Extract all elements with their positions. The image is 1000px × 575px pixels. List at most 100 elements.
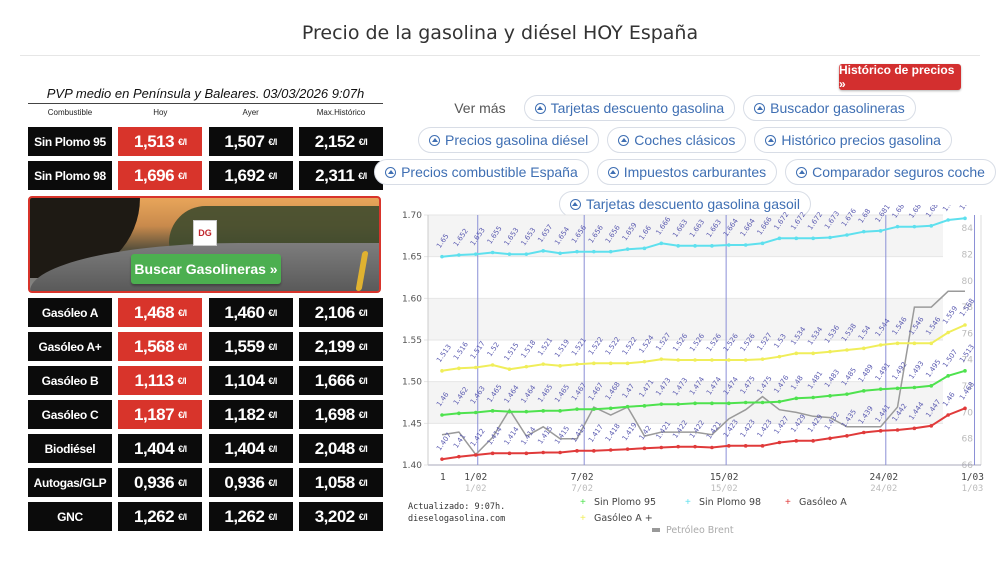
related-link-label: Comparador seguros coche xyxy=(812,164,985,180)
y2-axis-tick-label: 80 xyxy=(962,277,974,287)
arrow-circle-icon xyxy=(534,102,546,114)
fuel-name: Gasóleo A xyxy=(28,298,112,327)
price-today-text: 1,404 xyxy=(134,438,175,458)
arrow-circle-icon xyxy=(569,198,581,210)
find-stations-button[interactable]: Buscar Gasolineras » xyxy=(131,254,281,284)
y2-axis-tick-label: 66 xyxy=(962,461,974,471)
price-yesterday-text: 1,404 xyxy=(224,438,265,458)
unit-label: €/l xyxy=(178,136,187,147)
y-axis-tick-label: 1.50 xyxy=(402,378,422,388)
price-today: 1,696 €/l xyxy=(118,161,203,190)
price-today: 1,404 €/l xyxy=(118,434,203,463)
data-label: 1.414 xyxy=(503,425,521,446)
price-yesterday-text: 1,507 xyxy=(224,131,265,151)
price-today: 0,936 €/l xyxy=(118,468,203,497)
price-max-historic: 2,199 €/l xyxy=(298,332,383,361)
data-label: 1.414 xyxy=(486,425,504,446)
y2-axis-tick-label: 70 xyxy=(962,408,974,418)
data-label: 1.492 xyxy=(891,360,909,381)
related-link[interactable]: Precios gasolina diésel xyxy=(418,127,600,153)
page-title: Precio de la gasolina y diésel HOY Españ… xyxy=(301,22,699,44)
data-label: 1.417 xyxy=(587,423,605,444)
related-link-label: Coches clásicos xyxy=(634,132,736,148)
unit-label: €/l xyxy=(358,511,368,522)
link-row: Precios combustible España Impuestos carb… xyxy=(374,159,996,185)
fuel-name-text: Sin Plomo 95 xyxy=(34,134,106,149)
legend-item[interactable]: Gasóleo A + xyxy=(594,513,653,524)
arrow-circle-icon xyxy=(765,134,777,146)
related-link[interactable]: Precios combustible España xyxy=(374,159,589,185)
data-label: 1.513 xyxy=(435,343,453,364)
unit-label: €/l xyxy=(178,170,187,181)
data-label: 1.415 xyxy=(536,425,554,446)
price-max-historic: 2,048 €/l xyxy=(298,434,383,463)
data-label: 1.518 xyxy=(519,339,537,360)
price-line-chart: 1.40 1.45 1.50 1.55 1.60 1.65 1.70 66 68 70 72 74 76… xyxy=(402,205,984,536)
related-link[interactable]: Histórico precios gasolina xyxy=(754,127,952,153)
price-yesterday: 1,262 €/l xyxy=(208,502,293,531)
data-label: 1.417 xyxy=(570,423,588,444)
related-link-label: Buscador gasolineras xyxy=(770,100,905,116)
related-link[interactable]: Coches clásicos xyxy=(607,127,747,153)
price-yesterday: 1,182 €/l xyxy=(208,400,293,429)
related-link-label: Impuestos carburantes xyxy=(623,164,767,180)
title-divider xyxy=(20,55,980,56)
fuel-name-text: Gasóleo C xyxy=(41,407,99,422)
col-header-yesterday: Ayer xyxy=(242,108,259,117)
legend-item[interactable]: Sin Plomo 98 xyxy=(699,497,761,508)
legend-marker-icon: + xyxy=(785,497,791,508)
related-link-label: Precios gasolina diésel xyxy=(445,132,589,148)
price-yesterday-text: 1,692 xyxy=(224,165,265,185)
price-today: 1,568 €/l xyxy=(118,332,203,361)
unit-label: €/l xyxy=(358,477,368,488)
unit-label: €/l xyxy=(358,170,367,181)
fuel-name-text: Autogas/GLP xyxy=(33,475,107,490)
arrow-circle-icon xyxy=(385,166,397,178)
data-label: 1.559 xyxy=(941,305,959,326)
price-yesterday-text: 1,559 xyxy=(224,336,265,356)
data-label: 1.407 xyxy=(435,431,453,452)
x-axis-first-label: 1 xyxy=(440,472,446,483)
legend-item[interactable]: Petróleo Brent xyxy=(666,525,734,536)
legend-item[interactable]: Gasóleo A xyxy=(799,497,847,508)
unit-label: €/l xyxy=(358,409,368,420)
price-today-text: 1,468 xyxy=(134,302,175,322)
related-link[interactable]: Impuestos carburantes xyxy=(596,159,778,185)
price-history-button[interactable]: Histórico de precios » xyxy=(839,63,961,91)
x-axis-sublabel: 7/02 xyxy=(571,484,593,494)
x-axis-sublabel: 1/02 xyxy=(465,484,487,494)
unit-label: €/l xyxy=(178,409,187,420)
related-link[interactable]: Buscador gasolineras xyxy=(743,95,916,121)
related-links: Ver más Tarjetas descuento gasolina Buscad… xyxy=(374,95,996,223)
col-header-max: Max.Histórico xyxy=(316,108,366,117)
data-label: 1.696 xyxy=(958,205,976,211)
unit-label: €/l xyxy=(358,375,368,386)
price-today: 1,113 €/l xyxy=(118,366,203,395)
related-link[interactable]: Tarjetas descuento gasolina xyxy=(523,95,736,121)
legend-item[interactable]: Sin Plomo 95 xyxy=(594,497,656,508)
price-max-historic-text: 2,199 xyxy=(314,336,356,356)
unit-label: €/l xyxy=(178,477,187,488)
col-header-today: Hoy xyxy=(153,108,168,117)
chart-source: dieselogasolina.com xyxy=(408,514,506,524)
find-stations-banner[interactable]: DG Buscar Gasolineras » xyxy=(28,196,381,293)
x-axis-tick-label: 24/02 xyxy=(870,472,899,483)
price-rows-bottom: Gasóleo A 1,468 €/l 1,460 €/l 2,106 €/l Gasóleo… xyxy=(28,298,383,531)
price-max-historic-text: 1,698 xyxy=(314,404,356,424)
price-today-text: 1,568 xyxy=(134,336,175,356)
related-link-label: Tarjetas descuento gasolina gasoil xyxy=(585,196,801,212)
price-row: Sin Plomo 95 1,513 €/l 1,507 €/l 2,152 €/l xyxy=(28,127,383,156)
unit-label: €/l xyxy=(358,341,368,352)
price-today-text: 1,187 xyxy=(134,404,175,424)
legend-marker-icon: + xyxy=(685,497,691,508)
unit-label: €/l xyxy=(178,341,187,352)
data-label: 1.489 xyxy=(857,363,875,384)
data-label: 1.52 xyxy=(486,341,501,358)
price-row: Gasóleo A+ 1,568 €/l 1,559 €/l 2,199 €/l xyxy=(28,332,383,361)
fuel-name-text: Gasóleo A+ xyxy=(38,339,102,354)
price-max-historic-text: 2,152 xyxy=(314,131,356,151)
link-row: Ver más Tarjetas descuento gasolina Buscad… xyxy=(390,95,980,121)
related-link[interactable]: Comparador seguros coche xyxy=(785,159,996,185)
series-line xyxy=(441,324,966,372)
price-row: GNC 1,262 €/l 1,262 €/l 3,202 €/l xyxy=(28,502,383,531)
